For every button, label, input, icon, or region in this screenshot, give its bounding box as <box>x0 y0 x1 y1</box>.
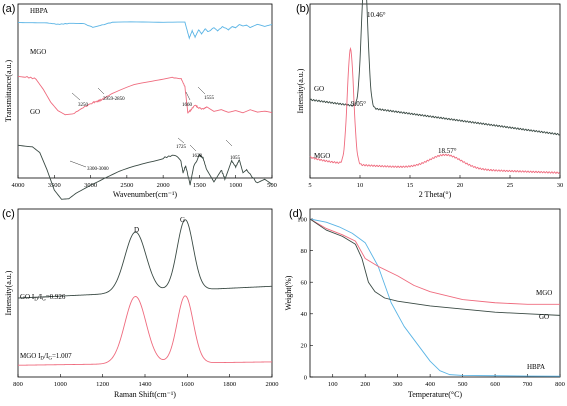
peak-label-10-46: 10.46° <box>367 11 386 19</box>
panel-d-xlabel: Temperature(°C) <box>408 390 463 399</box>
panel-d-label-hbpa: HBPA <box>527 363 545 371</box>
panel-c-line-mgo <box>17 295 273 366</box>
panel-d-x-tick-label: 500 <box>458 381 468 388</box>
panel-a-x-tick-label: 4000 <box>12 182 25 189</box>
panel-a-annotation-text: 3250 2959-2850 1660 1555 3300-3000 1725 … <box>78 96 241 172</box>
panel-d-line-go <box>309 218 561 316</box>
ratio-label-go: GO ID/IG=0.926 <box>20 293 66 303</box>
panel-d-y-tick-label: 100 <box>297 216 307 223</box>
panel-b-x-tick-label: 30 <box>557 182 564 189</box>
annotation-1055: 1055 <box>230 156 241 161</box>
panel-a-series <box>17 21 273 200</box>
panel-c-x-tick-label: 800 <box>13 381 23 388</box>
panel-a-line-hbpa <box>17 21 273 40</box>
ratio-label-mgo: MGO ID/IG=1.007 <box>20 352 72 362</box>
panel-c-x-tick-label: 2000 <box>266 381 279 388</box>
panel-b-frame <box>309 3 561 179</box>
panel-d: (d) Temperature(°C) Weight(%) 100 200 300 4… <box>284 208 565 399</box>
panel-c-x-tick-label: 1400 <box>139 381 152 388</box>
panel-a-x-tick-label: 1000 <box>229 182 242 189</box>
panel-d-x-tick-label: 800 <box>555 381 565 388</box>
panel-c-label: (c) <box>2 208 15 220</box>
panel-c-x-ticks: 800 1000 1200 1400 1600 1800 2000 <box>13 374 279 388</box>
panel-a-x-tick-label: 2500 <box>120 182 133 189</box>
annotation-1660: 1660 <box>182 103 193 108</box>
panel-a: (a) Wavenumber(cm⁻¹) Transmittance(a.u.)… <box>2 3 277 200</box>
panel-c-xlabel: Raman Shift(cm⁻¹) <box>114 390 176 399</box>
panel-d-ylabel: Weight(%) <box>284 275 293 310</box>
panel-b-label-go: GO <box>314 85 324 93</box>
panel-b-line-mgo <box>309 46 560 175</box>
panel-d-y-tick-label: 0 <box>304 374 307 381</box>
panel-b-x-ticks: 5 10 15 20 25 30 <box>308 175 563 189</box>
panel-a-x-tick-label: 1500 <box>193 182 206 189</box>
panel-b-ylabel: Intensity(a.u.) <box>296 68 305 113</box>
panel-d-line-mgo <box>309 218 560 305</box>
panel-b-series <box>309 0 560 175</box>
panel-d-label-mgo: MGO <box>536 289 552 297</box>
panel-d-x-tick-label: 600 <box>490 381 500 388</box>
panel-a-label-go: GO <box>30 108 40 116</box>
panel-a-x-tick-label: 500 <box>267 182 277 189</box>
panel-d-x-tick-label: 100 <box>328 381 338 388</box>
panel-a-label-mgo: MGO <box>30 48 46 56</box>
panel-c-series <box>17 219 273 366</box>
panel-d-label: (d) <box>289 208 302 220</box>
panel-c: (c) Raman Shift(cm⁻¹) Intensity(a.u.) 80… <box>2 208 279 399</box>
panel-a-annotations <box>69 86 233 168</box>
panel-d-x-tick-label: 400 <box>425 381 435 388</box>
panel-d-y-tick-label: 20 <box>301 343 308 350</box>
panel-a-series-labels: HBPA MGO GO <box>30 7 48 116</box>
panel-a-line-mgo <box>17 75 273 116</box>
annotation-3300-3000: 3300-3000 <box>87 167 109 172</box>
panel-b-x-tick-label: 15 <box>407 182 414 189</box>
annotation-2959-2850: 2959-2850 <box>103 97 125 102</box>
peak-label-18-57: 18.57° <box>438 147 457 155</box>
panel-b-label-mgo: MGO <box>314 152 330 160</box>
panel-c-line-go <box>17 219 273 299</box>
panel-c-x-tick-label: 1800 <box>223 381 236 388</box>
panel-d-x-tick-label: 700 <box>523 381 533 388</box>
panel-d-frame <box>309 208 561 378</box>
panel-a-ylabel: Transmittance(a.u.) <box>4 59 13 122</box>
panel-a-line-go <box>17 144 273 200</box>
panel-c-x-tick-label: 1200 <box>96 381 109 388</box>
panel-d-x-ticks: 100 200 300 400 500 600 700 800 <box>328 374 565 388</box>
panel-d-x-tick-label: 200 <box>360 381 370 388</box>
panel-c-x-tick-label: 1600 <box>181 381 194 388</box>
panel-b-xlabel: 2 Theta(°) <box>419 190 452 199</box>
panel-c-ylabel: Intensity(a.u.) <box>4 270 13 315</box>
band-label-g: G <box>180 216 185 224</box>
panel-b-label: (b) <box>296 3 309 15</box>
panel-a-label: (a) <box>2 3 15 15</box>
panel-d-series <box>309 218 561 377</box>
panel-b-line-go <box>309 0 560 136</box>
panel-d-y-tick-label: 80 <box>301 248 308 255</box>
panel-b-x-tick-label: 5 <box>308 182 311 189</box>
panel-a-x-tick-label: 3500 <box>48 182 61 189</box>
peak-label-9-05: 9.05° <box>351 100 366 108</box>
annotation-1725: 1725 <box>176 145 187 150</box>
panel-d-y-ticks: 0 20 40 60 80 100 <box>297 216 313 381</box>
panel-d-x-tick-label: 300 <box>393 381 403 388</box>
annotation-3250: 3250 <box>78 103 89 108</box>
panel-d-y-tick-label: 60 <box>301 280 308 287</box>
annotation-1555: 1555 <box>204 96 215 101</box>
panel-a-label-hbpa: HBPA <box>30 7 48 15</box>
panel-b-x-tick-label: 10 <box>357 182 364 189</box>
panel-b-x-tick-label: 25 <box>507 182 514 189</box>
panel-d-line-hbpa <box>309 218 561 377</box>
panel-d-y-tick-label: 40 <box>301 311 308 318</box>
panel-a-x-tick-label: 2000 <box>157 182 170 189</box>
panel-b: (b) 2 Theta(°) Intensity(a.u.) 5 10 15 20 25… <box>296 0 563 199</box>
band-label-d: D <box>134 226 139 234</box>
panel-c-x-tick-label: 1000 <box>54 381 67 388</box>
panel-d-label-go: GO <box>539 313 549 321</box>
panel-a-frame <box>17 3 273 179</box>
panel-b-x-tick-label: 20 <box>457 182 464 189</box>
panel-a-xlabel: Wavenumber(cm⁻¹) <box>113 190 178 199</box>
annotation-1628: 1628 <box>192 154 203 159</box>
